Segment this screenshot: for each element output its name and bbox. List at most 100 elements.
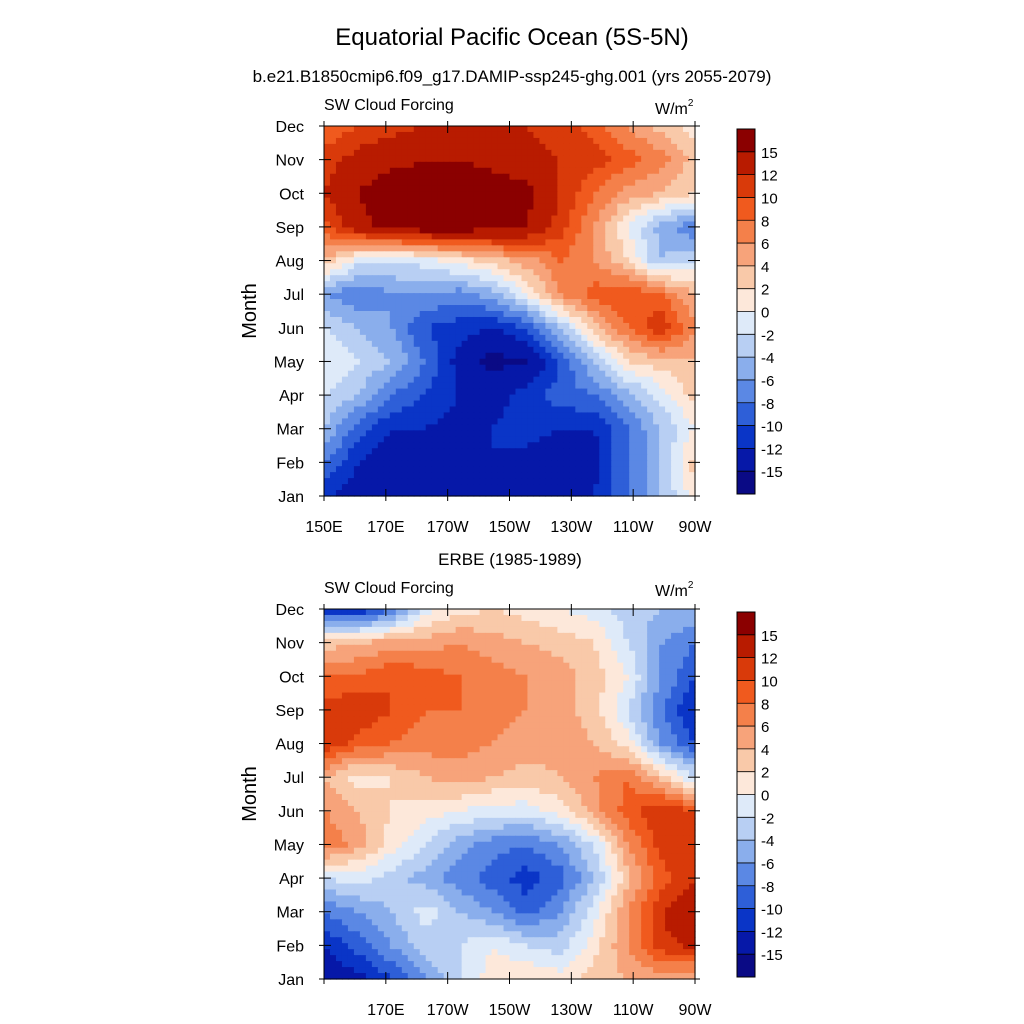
contour-cell [623,143,630,151]
contour-cell [395,370,403,378]
contour-cell [581,191,588,199]
contour-cell [473,644,481,652]
contour-cell [401,698,409,706]
contour-cell [665,400,672,408]
contour-cell [407,614,415,622]
y-tick-label: May [274,354,304,371]
contour-cell [467,388,475,396]
contour-cell [665,340,672,348]
contour-cell [443,299,451,306]
contour-cell [419,191,427,199]
contour-cell [527,626,535,634]
contour-cell [605,185,612,193]
contour-cell [383,149,391,157]
contour-cell [479,269,487,276]
contour-cell [389,197,397,205]
contour-cell [425,460,433,467]
contour-cell [389,436,397,443]
contour-cell [515,233,523,240]
contour-cell [593,316,600,324]
contour-cell [389,137,397,145]
contour-cell [437,358,445,366]
contour-cell [491,221,499,229]
contour-cell [527,638,535,646]
contour-cell [479,620,487,628]
contour-cell [359,233,367,240]
contour-cell [689,376,696,384]
contour-cell [659,173,666,181]
contour-cell [335,287,343,294]
contour-cell [383,692,391,700]
contour-cell [557,131,564,139]
contour-cell [647,466,654,473]
contour-cell [581,394,588,402]
contour-cell [647,322,654,330]
contour-cell [521,191,529,199]
contour-cell [443,352,451,360]
contour-cell [413,155,421,163]
contour-cell [449,215,457,223]
contour-cell [533,191,541,199]
contour-cell [617,245,624,252]
contour-cell [665,668,672,676]
contour-cell [467,131,475,139]
contour-cell [335,650,343,658]
contour-cell [509,328,517,336]
contour-cell [647,251,654,258]
contour-cell [455,167,463,175]
contour-cell [623,281,630,288]
contour-cell [653,620,660,628]
contour-cell [629,173,636,181]
contour-cell [479,418,487,425]
contour-cell [324,311,331,318]
contour-cell [545,167,552,175]
contour-cell [335,316,343,324]
contour-cell [557,257,564,264]
contour-cell [401,227,409,235]
contour-cell [359,609,367,616]
contour-cell [689,490,696,497]
contour-cell [623,191,630,199]
contour-cell [443,173,451,181]
contour-cell [611,418,618,425]
contour-cell [665,394,672,402]
contour-cell [533,155,541,163]
contour-cell [641,287,648,294]
contour-cell [473,376,481,384]
contour-cell [677,406,684,414]
contour-cell [437,269,445,276]
contour-cell [545,239,552,246]
contour-cell [359,215,367,223]
contour-cell [395,126,403,133]
contour-cell [329,418,337,425]
contour-cell [689,239,696,246]
contour-cell [575,191,582,199]
contour-cell [347,382,355,390]
contour-cell [347,376,355,384]
contour-cell [617,692,624,700]
contour-cell [443,692,451,700]
contour-cell [335,644,343,652]
x-tick-label: 90W [679,519,713,536]
contour-cell [347,143,355,151]
contour-cell [605,131,612,139]
contour-cell [509,281,517,288]
contour-cell [599,692,606,700]
colorbar-swatch [737,334,755,358]
contour-cell [335,698,343,706]
contour-cell [324,418,331,425]
contour-cell [389,173,397,181]
contour-cell [497,257,505,264]
contour-cell [407,418,415,425]
contour-cell [341,287,349,294]
contour-cell [443,358,451,366]
contour-cell [623,644,630,652]
contour-cell [539,257,546,264]
contour-cell [497,221,505,229]
contour-cell [443,614,451,622]
contour-cell [605,305,612,312]
contour-cell [485,131,493,139]
contour-cell [623,442,630,449]
contour-cell [563,644,570,652]
contour-cell [449,680,457,688]
